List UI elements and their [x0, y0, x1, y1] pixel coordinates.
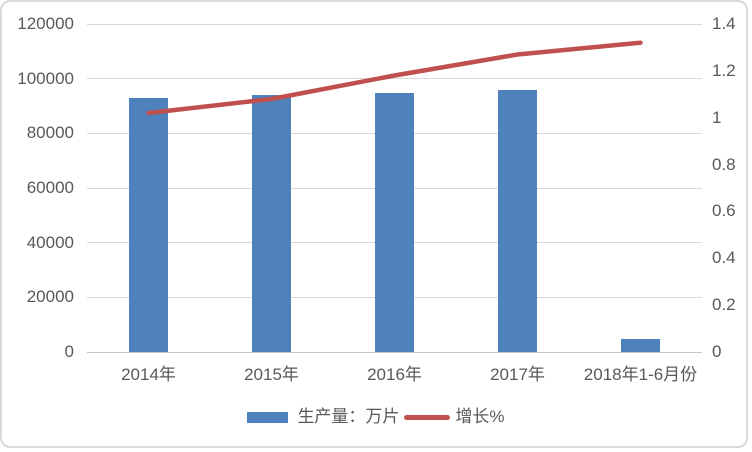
- left-axis-tick-label: 60000: [26, 178, 74, 197]
- legend: 生产量：万片 增长%: [0, 405, 752, 429]
- x-axis-label: 2018年1-6月份: [583, 365, 698, 384]
- x-axis-label: 2015年: [244, 365, 299, 384]
- gridline: [87, 23, 702, 25]
- right-axis-tick-label: 1.2: [712, 60, 736, 80]
- right-axis-tick-label: 0.8: [712, 154, 736, 174]
- x-axis-label: 2014年: [121, 365, 176, 384]
- legend-line-swatch[interactable]: [404, 414, 451, 420]
- legend-bar-label[interactable]: 生产量：万片: [297, 407, 400, 426]
- bar-2015年[interactable]: [252, 94, 291, 352]
- right-axis-tick-label: 1: [712, 107, 722, 127]
- legend-bar-swatch[interactable]: [247, 411, 289, 423]
- left-axis-tick-label: 0: [64, 342, 74, 361]
- right-axis-tick-label: 0.4: [712, 248, 736, 268]
- left-axis-tick-label: 20000: [26, 287, 74, 307]
- right-axis-tick-label: 0.2: [712, 295, 736, 315]
- legend-line-label[interactable]: 增长%: [455, 407, 505, 426]
- left-axis-tick-label: 40000: [26, 232, 74, 252]
- right-axis-tick-label: 0.6: [712, 201, 736, 221]
- left-axis-tick-label: 80000: [26, 123, 74, 143]
- bar-2014年[interactable]: [129, 98, 168, 352]
- x-axis-label: 2017年: [490, 365, 545, 384]
- left-axis-tick-label: 100000: [17, 68, 74, 88]
- left-axis-tick-label: 120000: [17, 14, 74, 33]
- bar-2016年[interactable]: [375, 92, 414, 352]
- right-axis-tick-label: 0: [712, 342, 722, 361]
- bar-2018年1-6月份[interactable]: [621, 338, 660, 352]
- gridline: [87, 78, 702, 80]
- x-axis-label: 2016年: [367, 365, 422, 384]
- right-axis-tick-label: 1.4: [712, 14, 736, 33]
- bar-2017年[interactable]: [498, 89, 537, 352]
- x-axis-line: [87, 351, 702, 353]
